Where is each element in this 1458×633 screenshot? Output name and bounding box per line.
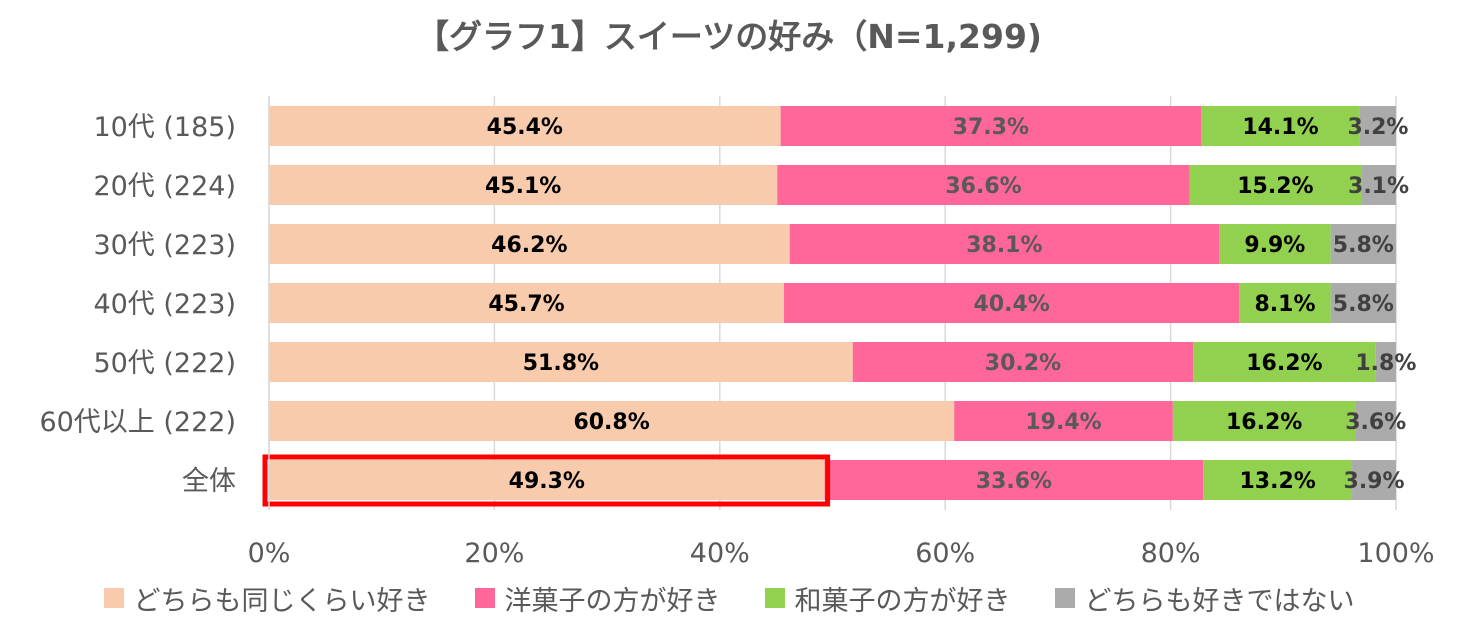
legend: どちらも同じくらい好き 洋菓子の方が好き 和菓子の方が好き どちらも好きではない	[0, 578, 1458, 618]
data-label: 15.2%	[1237, 174, 1313, 199]
bar-segment	[1189, 165, 1362, 205]
legend-label: どちらも好きではない	[1084, 585, 1355, 617]
data-label: 38.1%	[966, 233, 1042, 258]
bar-segment	[1172, 401, 1356, 441]
data-label: 19.4%	[1025, 410, 1101, 435]
bar-segment	[1359, 106, 1396, 146]
category-label: 40代 (223)	[93, 289, 236, 320]
x-tick-label: 0%	[248, 538, 291, 569]
legend-item: 和菓子の方が好き	[764, 579, 1011, 618]
data-label: 60.8%	[573, 410, 649, 435]
category-label: 30代 (223)	[93, 230, 236, 261]
bar-segment	[1193, 342, 1376, 382]
bar-segment	[269, 106, 781, 146]
bar-segment	[852, 342, 1194, 382]
highlight-box	[262, 454, 831, 507]
category-label: 10代 (185)	[93, 112, 236, 143]
legend-swatch	[474, 588, 495, 608]
bar-segment	[269, 342, 853, 382]
data-label: 49.3%	[509, 469, 585, 494]
bar-segment	[954, 401, 1173, 441]
bar-segment	[1330, 224, 1396, 264]
data-label: 40.4%	[974, 292, 1050, 317]
data-label: 16.2%	[1226, 410, 1302, 435]
legend-label: 和菓子の方が好き	[794, 585, 1011, 617]
category-label: 20代 (224)	[93, 171, 236, 202]
bar-segment	[1330, 283, 1396, 323]
data-label: 3.2%	[1347, 115, 1408, 140]
bar-segment	[1375, 342, 1396, 382]
data-label: 45.1%	[485, 174, 561, 199]
bar-segment	[269, 224, 790, 264]
category-label: 全体	[182, 466, 236, 497]
bar-segment	[269, 460, 825, 500]
data-label: 5.8%	[1333, 292, 1394, 317]
category-label: 50代 (222)	[93, 348, 236, 379]
legend-swatch	[764, 588, 785, 608]
data-label: 13.2%	[1240, 469, 1316, 494]
bar-segment	[789, 224, 1220, 264]
x-tick-label: 40%	[690, 538, 750, 569]
legend-label: どちらも同じくらい好き	[133, 585, 431, 617]
x-tick-label: 80%	[1141, 538, 1201, 569]
bar-segment	[780, 106, 1202, 146]
bar-segment	[1352, 460, 1396, 500]
legend-item: どちらも好きではない	[1054, 579, 1355, 618]
bar-segment	[1203, 460, 1353, 500]
data-label: 46.2%	[491, 233, 567, 258]
data-label: 16.2%	[1246, 351, 1322, 376]
data-label: 45.4%	[487, 115, 563, 140]
data-label: 14.1%	[1242, 115, 1318, 140]
bar-segment	[1201, 106, 1360, 146]
x-tick-label: 60%	[915, 538, 975, 569]
data-label: 3.9%	[1344, 469, 1405, 494]
bar-segment	[777, 165, 1190, 205]
data-label: 33.6%	[976, 469, 1052, 494]
legend-item: 洋菓子の方が好き	[474, 579, 721, 618]
x-tick-label: 20%	[464, 538, 524, 569]
data-label: 8.1%	[1254, 292, 1315, 317]
bar-segment	[1219, 224, 1331, 264]
data-label: 3.1%	[1348, 174, 1409, 199]
chart-title: 【グラフ1】スイーツの好み（N=1,299)	[415, 17, 1043, 56]
bar-segment	[784, 283, 1240, 323]
bar-segment	[269, 283, 785, 323]
data-label: 3.6%	[1345, 410, 1406, 435]
data-label: 51.8%	[523, 351, 599, 376]
bar-segment	[824, 460, 1204, 500]
legend-item: どちらも同じくらい好き	[103, 579, 431, 618]
bar-segment	[1355, 401, 1396, 441]
category-label: 60代以上 (222)	[39, 407, 236, 438]
legend-swatch	[1054, 588, 1075, 608]
data-label: 9.9%	[1244, 233, 1305, 258]
data-label: 30.2%	[985, 351, 1061, 376]
bar-segment	[269, 401, 955, 441]
data-label: 36.6%	[945, 174, 1021, 199]
bar-segment	[1361, 165, 1396, 205]
bar-segment	[269, 165, 778, 205]
data-label: 37.3%	[953, 115, 1029, 140]
data-label: 1.8%	[1355, 351, 1416, 376]
legend-swatch	[103, 588, 124, 608]
bar-segment	[1239, 283, 1331, 323]
data-label: 45.7%	[488, 292, 564, 317]
x-tick-label: 100%	[1357, 538, 1434, 569]
legend-label: 洋菓子の方が好き	[504, 585, 721, 617]
data-label: 5.8%	[1333, 233, 1394, 258]
